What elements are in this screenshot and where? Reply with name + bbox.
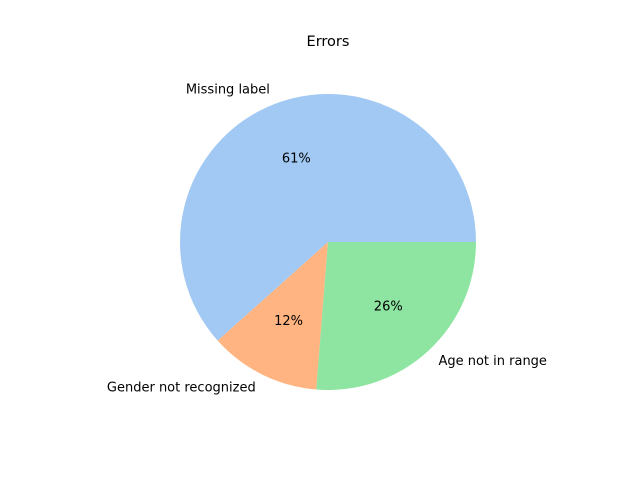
pct-label-1: 61% <box>282 152 311 167</box>
chart-title: Errors <box>306 34 350 50</box>
slice-label-2: Gender not recognized <box>107 380 256 395</box>
pie-slice-3 <box>316 242 476 391</box>
pct-label-3: 26% <box>374 300 403 315</box>
pct-label-2: 12% <box>274 314 303 329</box>
slice-label-1: Missing label <box>186 82 270 97</box>
pie-slice-2 <box>217 242 328 390</box>
pie-slice-1 <box>180 94 476 341</box>
slice-label-3: Age not in range <box>438 354 546 369</box>
